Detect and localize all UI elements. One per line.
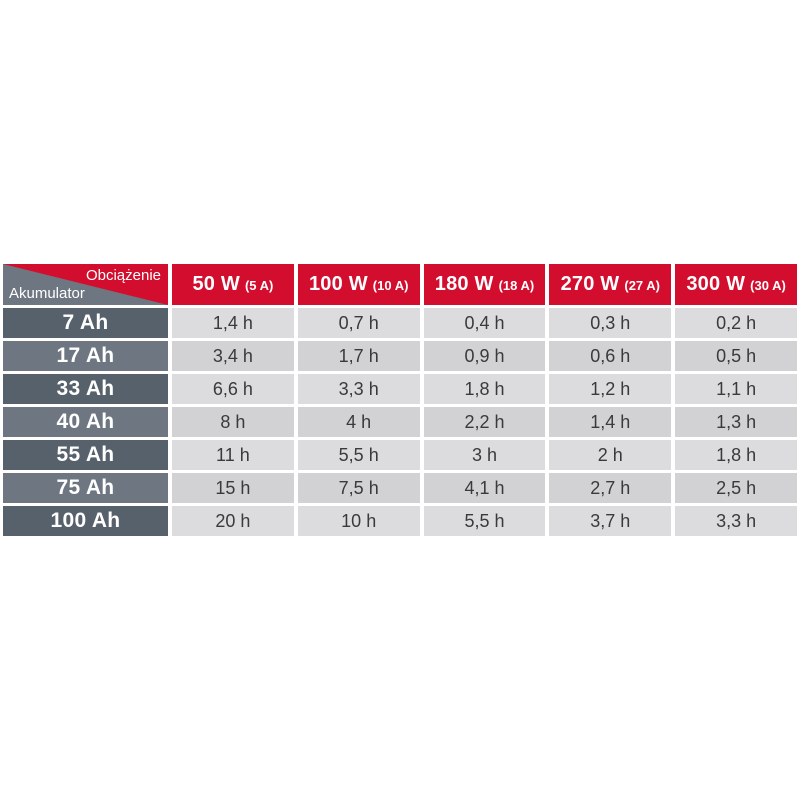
runtime-cell: 0,7 h [297, 308, 420, 338]
runtime-cell: 0,2 h [675, 308, 797, 338]
current-label: (30 A) [750, 278, 786, 293]
runtime-cell: 2 h [549, 440, 672, 470]
column-header-180w: 180 W (18 A) [423, 264, 546, 305]
battery-runtime-table: Obciążenie Akumulator 50 W (5 A) 100 W (… [3, 264, 797, 536]
runtime-cell: 4,1 h [423, 473, 546, 503]
power-label: 300 W [686, 273, 746, 295]
runtime-cell: 3,3 h [675, 506, 797, 536]
runtime-cell: 1,1 h [675, 374, 797, 404]
runtime-cell: 3,7 h [549, 506, 672, 536]
load-axis-label: Obciążenie [85, 267, 161, 284]
row-header-7ah: 7 Ah [3, 308, 168, 338]
runtime-cell: 1,8 h [423, 374, 546, 404]
column-header-300w: 300 W (30 A) [675, 264, 797, 305]
runtime-cell: 10 h [297, 506, 420, 536]
column-header-100w: 100 W (10 A) [297, 264, 420, 305]
runtime-cell: 1,4 h [549, 407, 672, 437]
runtime-cell: 0,9 h [423, 341, 546, 371]
power-label: 270 W [560, 273, 620, 295]
runtime-cell: 0,4 h [423, 308, 546, 338]
runtime-cell: 1,4 h [172, 308, 294, 338]
power-label: 100 W [308, 273, 368, 295]
row-header-100ah: 100 Ah [3, 506, 168, 536]
runtime-cell: 1,2 h [549, 374, 672, 404]
runtime-cell: 2,5 h [675, 473, 797, 503]
runtime-cell: 1,8 h [675, 440, 797, 470]
runtime-cell: 0,3 h [549, 308, 672, 338]
row-header-55ah: 55 Ah [3, 440, 168, 470]
runtime-cell: 2,7 h [549, 473, 672, 503]
current-label: (10 A) [372, 278, 409, 293]
runtime-cell: 3 h [423, 440, 546, 470]
runtime-cell: 3,4 h [172, 341, 294, 371]
runtime-cell: 8 h [172, 407, 294, 437]
runtime-cell: 0,6 h [549, 341, 672, 371]
runtime-cell: 1,7 h [297, 341, 420, 371]
row-header-75ah: 75 Ah [3, 473, 168, 503]
runtime-cell: 0,5 h [675, 341, 797, 371]
runtime-cell: 11 h [172, 440, 294, 470]
current-label: (27 A) [624, 278, 661, 293]
corner-header-cell: Obciążenie Akumulator [3, 264, 168, 305]
row-header-33ah: 33 Ah [3, 374, 168, 404]
runtime-cell: 7,5 h [297, 473, 420, 503]
runtime-cell: 6,6 h [172, 374, 294, 404]
runtime-cell: 5,5 h [297, 440, 420, 470]
runtime-cell: 4 h [297, 407, 420, 437]
column-header-270w: 270 W (27 A) [549, 264, 672, 305]
runtime-cell: 20 h [172, 506, 294, 536]
runtime-cell: 5,5 h [423, 506, 546, 536]
power-label: 180 W [434, 273, 494, 295]
row-header-17ah: 17 Ah [3, 341, 168, 371]
current-label: (18 A) [498, 278, 535, 293]
runtime-cell: 15 h [172, 473, 294, 503]
power-label: 50 W [192, 273, 240, 295]
runtime-cell: 1,3 h [675, 407, 797, 437]
battery-axis-label: Akumulator [9, 285, 85, 302]
current-label: (5 A) [244, 278, 274, 293]
runtime-cell: 3,3 h [297, 374, 420, 404]
runtime-cell: 2,2 h [423, 407, 546, 437]
column-header-50w: 50 W (5 A) [172, 264, 294, 305]
row-header-40ah: 40 Ah [3, 407, 168, 437]
